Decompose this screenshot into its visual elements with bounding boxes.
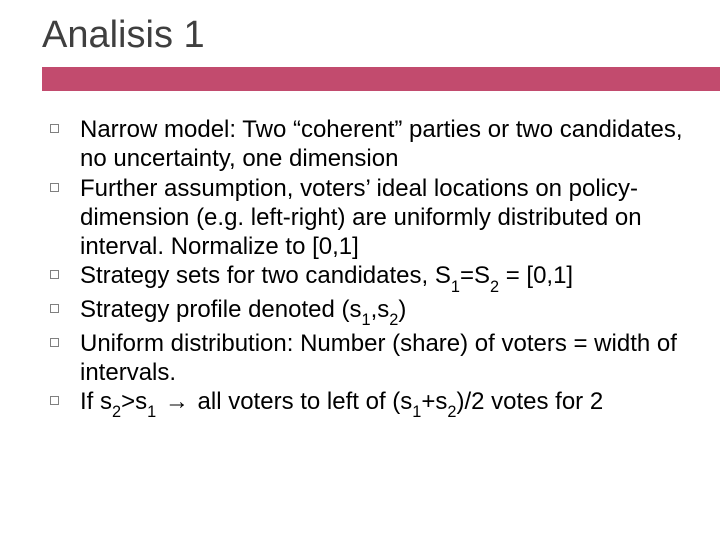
square-bullet-icon: [50, 270, 59, 279]
bullet-text: Further assumption, voters’ ideal locati…: [80, 175, 642, 261]
bullet-item: Uniform distribution: Number (share) of …: [42, 329, 684, 388]
slide: Analisis 1 Narrow model: Two “coherent” …: [0, 0, 720, 540]
accent-bar-fill: [42, 67, 720, 91]
bullet-item: Strategy profile denoted (s1,s2): [42, 295, 684, 329]
square-bullet-icon: [50, 124, 59, 133]
square-bullet-icon: [50, 183, 59, 192]
slide-title: Analisis 1: [0, 0, 720, 67]
square-bullet-icon: [50, 338, 59, 347]
bullet-text: Narrow model: Two “coherent” parties or …: [80, 116, 683, 172]
square-bullet-icon: [50, 396, 59, 405]
square-bullet-icon: [50, 304, 59, 313]
bullet-text: Strategy sets for two candidates, S1=S2 …: [80, 262, 573, 289]
bullet-item: Strategy sets for two candidates, S1=S2 …: [42, 261, 684, 295]
slide-content: Narrow model: Two “coherent” parties or …: [0, 91, 720, 421]
bullet-item: If s2>s1 → all voters to left of (s1+s2)…: [42, 387, 684, 421]
bullet-text: If s2>s1 → all voters to left of (s1+s2)…: [80, 388, 603, 415]
bullet-text: Uniform distribution: Number (share) of …: [80, 330, 677, 386]
accent-bar-gap: [0, 67, 42, 91]
accent-bar: [0, 67, 720, 91]
bullet-text: Strategy profile denoted (s1,s2): [80, 296, 406, 323]
bullet-item: Further assumption, voters’ ideal locati…: [42, 174, 684, 262]
bullet-list: Narrow model: Two “coherent” parties or …: [42, 115, 684, 421]
bullet-item: Narrow model: Two “coherent” parties or …: [42, 115, 684, 174]
